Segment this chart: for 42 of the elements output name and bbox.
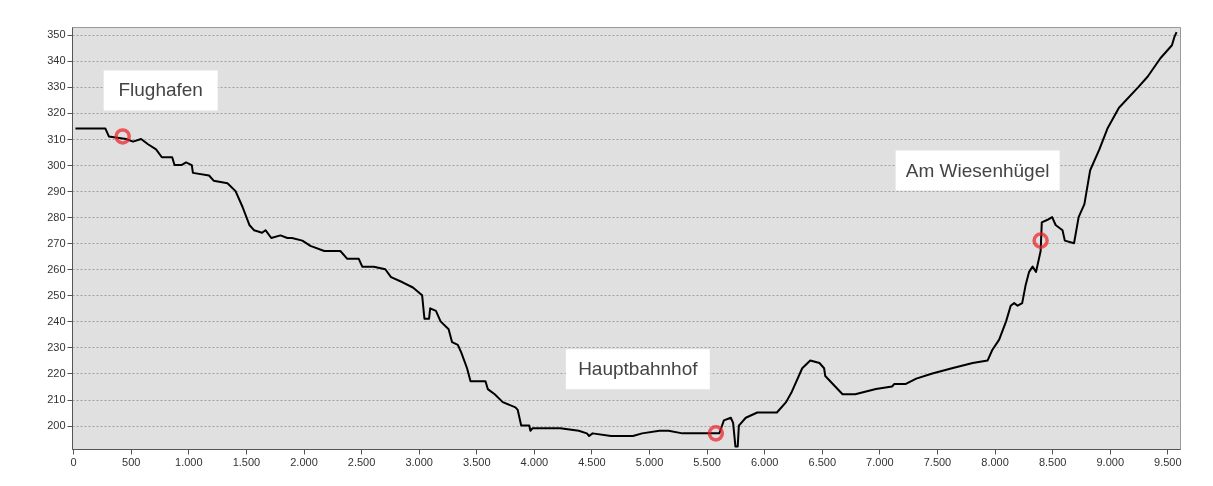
y-tick-label: 200 bbox=[47, 419, 66, 432]
y-tick-label: 300 bbox=[47, 158, 66, 171]
point bbox=[707, 425, 725, 442]
point bbox=[114, 128, 131, 145]
x-tick-label: 0 bbox=[70, 455, 77, 468]
y-tick-label: 280 bbox=[47, 210, 66, 223]
x-tick-label: 7.000 bbox=[866, 455, 894, 468]
y-tick-label: 330 bbox=[47, 80, 66, 93]
x-tick-label: 4.500 bbox=[578, 455, 606, 468]
x-tick-label: 3.500 bbox=[463, 455, 491, 468]
y-tick-label: 290 bbox=[47, 184, 66, 197]
point bbox=[1032, 232, 1049, 249]
y-tick-label: 220 bbox=[47, 366, 66, 379]
x-tick-label: 6.000 bbox=[750, 455, 779, 468]
x-tick-label: 2.500 bbox=[347, 455, 376, 468]
y-tick-label: 350 bbox=[47, 28, 66, 41]
x-tick-label: 5.500 bbox=[693, 455, 721, 468]
x-tick-label: 6.500 bbox=[808, 455, 837, 468]
x-tick-label: 8.500 bbox=[1038, 455, 1067, 468]
y-tick-label: 250 bbox=[47, 288, 66, 301]
annotation: Flughafen bbox=[118, 79, 203, 101]
x-tick-label: 1.000 bbox=[175, 455, 203, 468]
x-tick-label: 4.000 bbox=[520, 455, 549, 468]
y-tick-label: 320 bbox=[47, 106, 66, 119]
y-tick-label: 270 bbox=[47, 236, 66, 249]
y-tick-label: 260 bbox=[47, 262, 66, 275]
x-tick-label: 2.000 bbox=[290, 455, 318, 468]
x-tick-label: 8.000 bbox=[981, 455, 1009, 468]
x-tick-label: 9.500 bbox=[1154, 455, 1182, 468]
x-tick-label: 1.500 bbox=[232, 455, 261, 468]
x-tick-label: 3.000 bbox=[405, 455, 433, 468]
x-tick-label: 9.000 bbox=[1096, 455, 1125, 468]
x-tick-label: 7.500 bbox=[923, 455, 952, 468]
annotation: Am Wiesenhügel bbox=[905, 159, 1050, 181]
y-tick-label: 230 bbox=[47, 340, 66, 353]
x-tick-label: 500 bbox=[122, 455, 141, 468]
y-tick-label: 240 bbox=[47, 314, 66, 327]
y-tick-label: 210 bbox=[47, 393, 66, 406]
y-tick-label: 340 bbox=[47, 54, 66, 67]
x-tick-label: 5.000 bbox=[635, 455, 664, 468]
y-tick-label: 310 bbox=[47, 132, 66, 145]
annotation: Hauptbahnhof bbox=[578, 358, 699, 380]
